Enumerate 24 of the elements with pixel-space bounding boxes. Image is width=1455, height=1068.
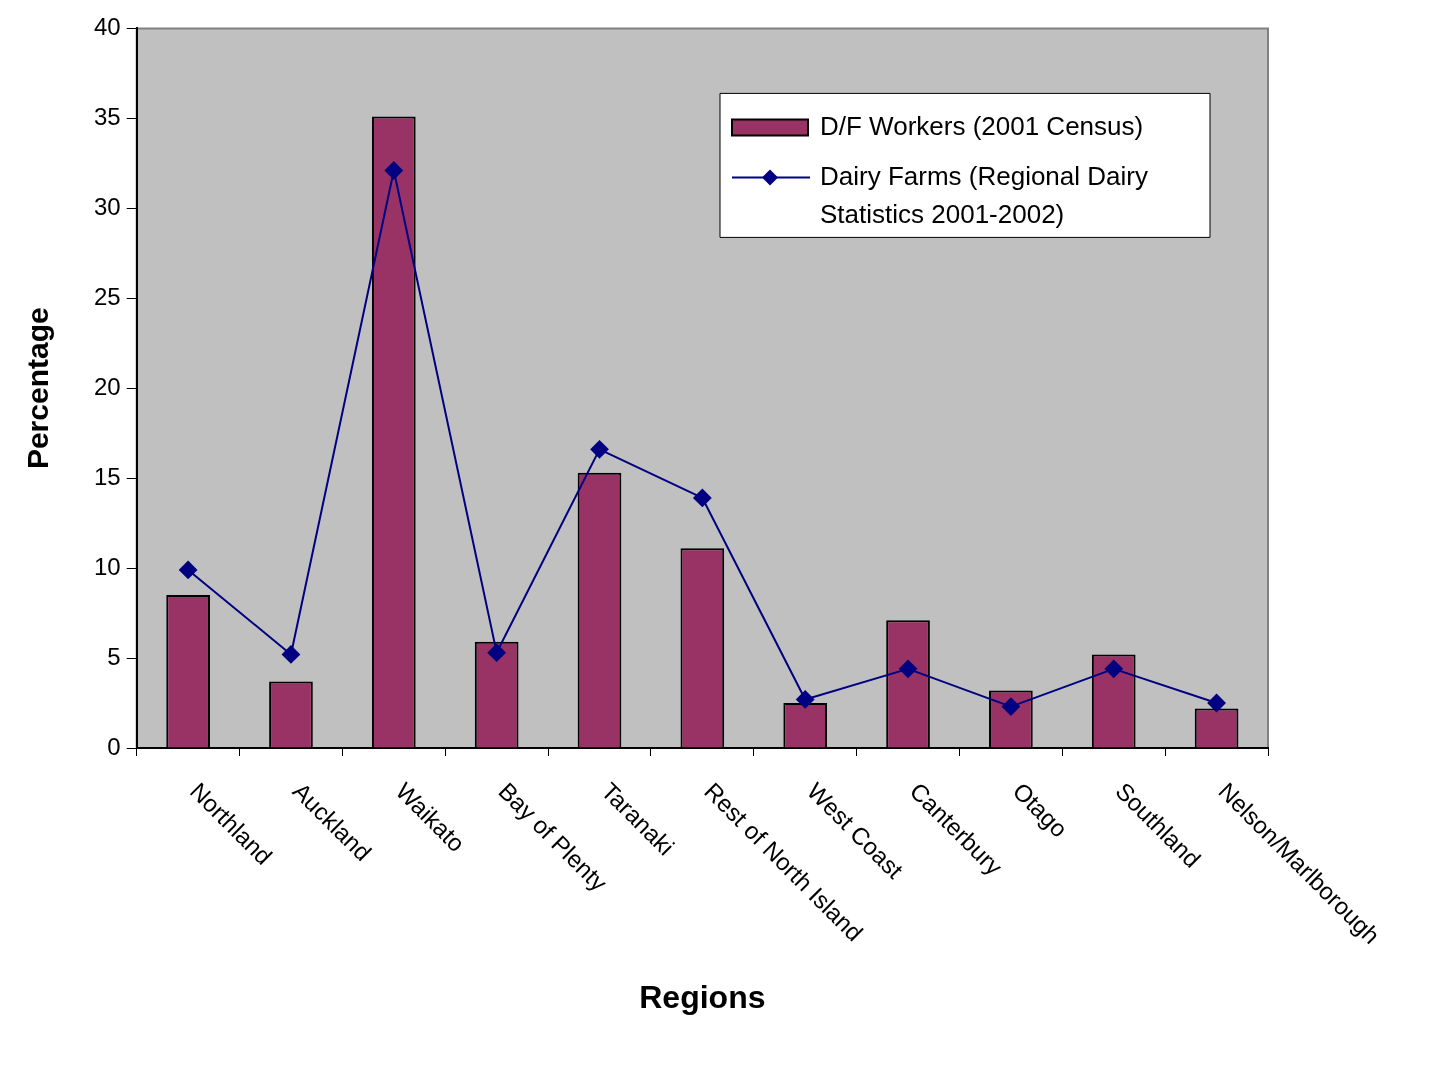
y-tick-label: 25 — [93, 282, 121, 310]
y-tick-label: 30 — [93, 192, 121, 220]
point — [899, 659, 918, 678]
point — [1104, 659, 1123, 678]
point — [796, 690, 815, 709]
y-tick-label: 5 — [107, 642, 121, 670]
x-axis-title: Regions — [639, 978, 766, 1015]
point — [487, 643, 506, 662]
y-tick-label: 40 — [93, 13, 121, 41]
point — [1207, 694, 1226, 713]
point — [384, 161, 403, 180]
legend-label: Dairy Farms (Regional Dairy Statistics 2001-2002) — [820, 160, 1148, 229]
point — [590, 440, 609, 459]
y-axis-title: Percentage — [21, 307, 55, 470]
y-tick-label: 35 — [93, 102, 121, 130]
y-tick-label: 20 — [93, 372, 121, 400]
point — [1001, 697, 1020, 716]
y-tick-label: 15 — [93, 462, 121, 490]
y-tick-label: 10 — [93, 552, 121, 580]
legend-label: D/F Workers (2001 Census) — [820, 110, 1144, 141]
point — [179, 560, 198, 579]
point — [693, 488, 712, 507]
y-tick-label: 0 — [107, 732, 121, 760]
point — [281, 645, 300, 664]
